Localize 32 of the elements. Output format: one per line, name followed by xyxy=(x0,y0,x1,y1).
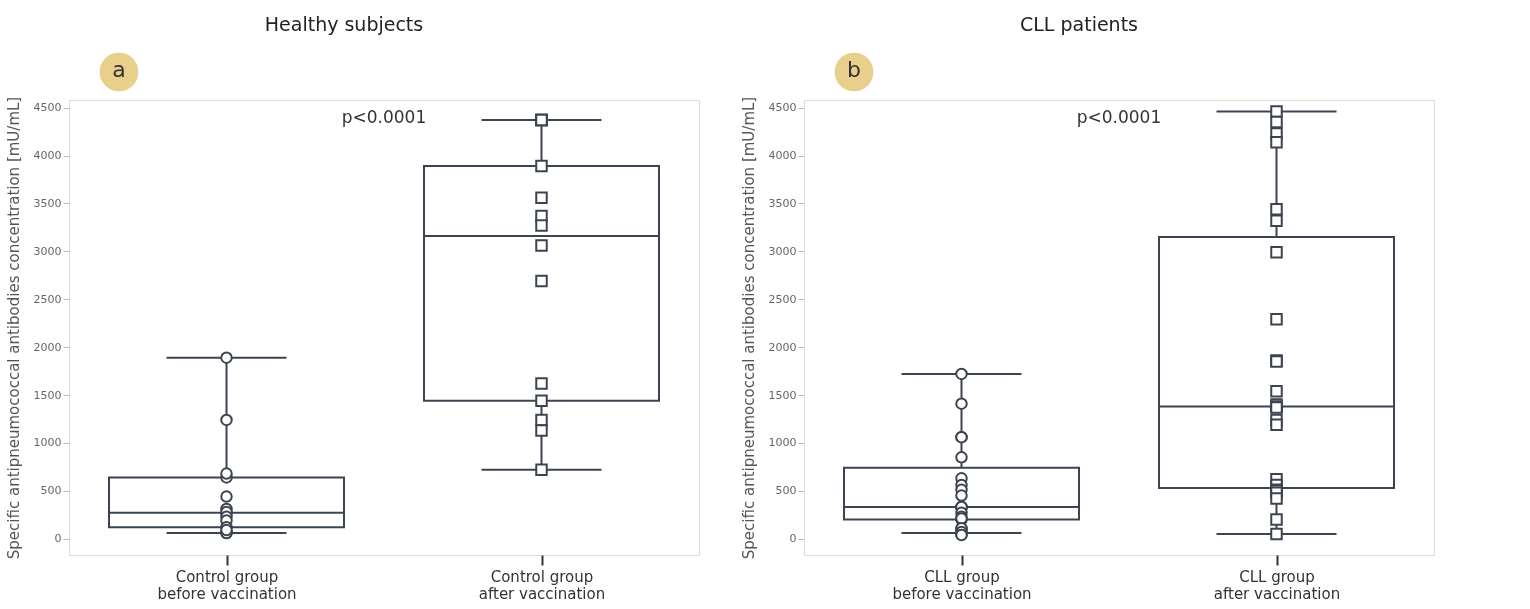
y-tick-label: 4000 xyxy=(768,149,797,163)
y-tick-label: 1500 xyxy=(768,388,797,402)
y-tick-label: 3000 xyxy=(33,244,62,258)
y-tick-label: 4500 xyxy=(33,101,62,115)
text: b xyxy=(847,57,861,82)
y-tick-label: 500 xyxy=(40,484,62,498)
x-tick-label: CLL group after vaccination xyxy=(1213,567,1341,603)
y-tick-label: 0 xyxy=(54,532,62,546)
y-tick-label: 1000 xyxy=(768,436,797,450)
x-tick-label: Control group after vaccination xyxy=(478,567,606,603)
y-tick-label: 1000 xyxy=(33,436,62,450)
y-tick-label: 2500 xyxy=(768,292,797,306)
chart-title: CLL patients xyxy=(1020,12,1138,35)
x-tick-label: Control group before vaccination xyxy=(157,567,297,603)
y-tick-label: 0 xyxy=(789,532,797,546)
y-tick-label: 3000 xyxy=(768,244,797,258)
y-tick-label: 4500 xyxy=(768,101,797,115)
x-tick-label: CLL group before vaccination xyxy=(892,567,1032,603)
annotation: p<0.0001 xyxy=(341,107,427,127)
y-axis-title: Specific antipneumococcal antibodies concentration [mU/mL] xyxy=(739,96,758,560)
y-tick-label: 4000 xyxy=(33,149,62,163)
y-tick-label: 2000 xyxy=(33,340,62,354)
y-axis-title: Specific antipneumococcal antibodies concentration [mU/mL] xyxy=(4,96,23,560)
y-tick-label: 500 xyxy=(775,484,797,498)
y-tick-label: 3500 xyxy=(33,196,62,210)
y-tick-label: 2000 xyxy=(768,340,797,354)
text: a xyxy=(112,57,126,82)
y-tick-label: 3500 xyxy=(768,196,797,210)
y-tick-label: 2500 xyxy=(33,292,62,306)
y-tick-label: 1500 xyxy=(33,388,62,402)
chart-title: Healthy subjects xyxy=(264,12,424,35)
annotation: p<0.0001 xyxy=(1076,107,1162,127)
